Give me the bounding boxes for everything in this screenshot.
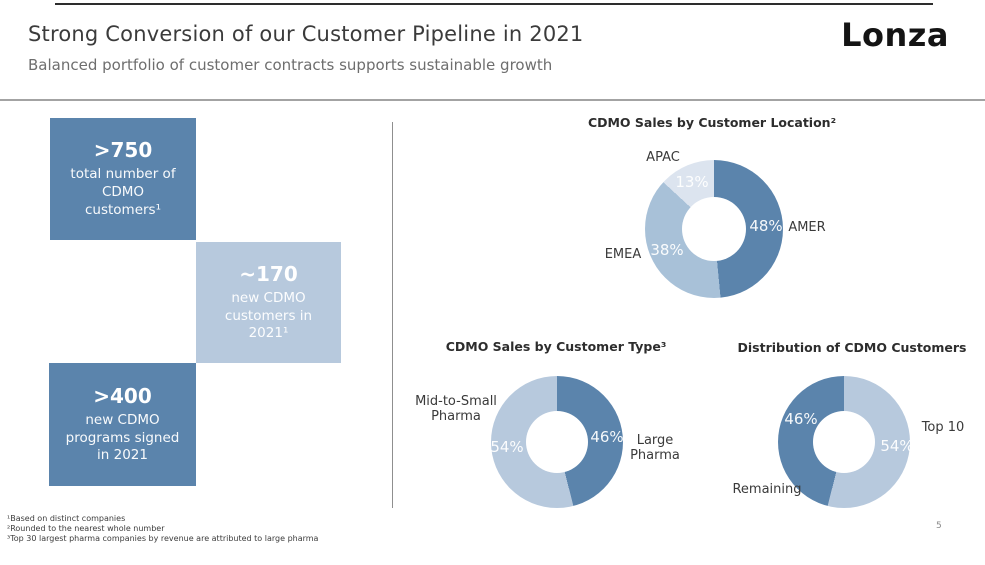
stat-label: total number of CDMO customers¹ bbox=[70, 166, 176, 218]
stat-box-new-customers: ~170 new CDMO customers in 2021¹ bbox=[196, 242, 341, 363]
donut-chart-customer-location bbox=[645, 160, 783, 298]
footnote-2: ²Rounded to the nearest whole number bbox=[7, 524, 165, 533]
header-divider bbox=[0, 99, 985, 101]
amer-value: 48% bbox=[749, 217, 783, 235]
apac-value: 13% bbox=[675, 173, 709, 191]
donut-hole bbox=[813, 411, 875, 473]
footnote-3: ³Top 30 largest pharma companies by reve… bbox=[7, 534, 319, 543]
slide-title: Strong Conversion of our Customer Pipeli… bbox=[28, 22, 584, 46]
stat-value: >750 bbox=[93, 138, 153, 163]
apac-label: APAC bbox=[646, 150, 680, 165]
donut-hole bbox=[526, 411, 588, 473]
top10-label: Top 10 bbox=[921, 420, 965, 435]
top10-value: 54% bbox=[880, 437, 914, 455]
slide-subtitle: Balanced portfolio of customer contracts… bbox=[28, 56, 553, 74]
mid-to-small-pharma-label: Mid-to-Small Pharma bbox=[415, 394, 497, 425]
stat-box-new-programs: >400 new CDMO programs signed in 2021 bbox=[49, 363, 196, 486]
donut-chart-customer-type bbox=[491, 376, 623, 508]
content-divider bbox=[392, 122, 393, 508]
remaining-value: 46% bbox=[784, 410, 818, 428]
emea-label: EMEA bbox=[604, 247, 642, 262]
stat-value: >400 bbox=[93, 383, 152, 408]
chart-title-customer-type: CDMO Sales by Customer Type³ bbox=[445, 339, 667, 354]
large-pharma-label: Large Pharma bbox=[630, 433, 680, 464]
footnotes: ¹Based on distinct companies ²Rounded to… bbox=[7, 514, 318, 544]
chart-title-distribution: Distribution of CDMO Customers bbox=[737, 340, 967, 355]
footnote-1: ¹Based on distinct companies bbox=[7, 514, 126, 523]
stat-box-total-customers: >750 total number of CDMO customers¹ bbox=[50, 118, 196, 240]
stat-label: new CDMO programs signed in 2021 bbox=[65, 411, 180, 464]
emea-value: 38% bbox=[650, 241, 684, 259]
donut-chart-distribution bbox=[778, 376, 910, 508]
donut-hole bbox=[682, 197, 746, 261]
top-rule bbox=[55, 3, 933, 5]
amer-label: AMER bbox=[788, 220, 826, 235]
chart-title-customer-location: CDMO Sales by Customer Location² bbox=[587, 115, 837, 130]
page-number: 5 bbox=[936, 521, 942, 531]
lonza-logo: Lonza bbox=[841, 16, 949, 54]
large-pharma-value: 46% bbox=[590, 428, 624, 446]
mid-to-small-pharma-value: 54% bbox=[490, 438, 524, 456]
stat-label: new CDMO customers in 2021¹ bbox=[224, 289, 313, 342]
remaining-label: Remaining bbox=[732, 482, 802, 497]
stat-value: ~170 bbox=[239, 261, 298, 286]
